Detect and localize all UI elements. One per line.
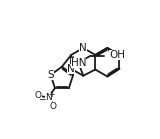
Text: S: S — [47, 70, 54, 80]
Text: −: − — [38, 94, 45, 103]
Text: O: O — [35, 91, 42, 100]
Text: +: + — [48, 90, 54, 99]
Text: N: N — [45, 93, 52, 102]
Text: HN: HN — [71, 58, 86, 68]
Text: N: N — [67, 64, 75, 74]
Text: N: N — [79, 43, 87, 53]
Text: O: O — [49, 102, 56, 111]
Text: OH: OH — [109, 50, 125, 60]
